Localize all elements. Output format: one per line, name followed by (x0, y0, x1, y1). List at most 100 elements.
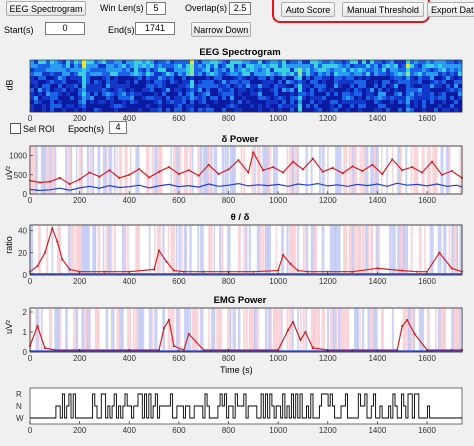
heatmap-cell (434, 108, 439, 113)
heatmap-cell (458, 100, 463, 105)
heatmap-cell (122, 80, 127, 85)
heatmap-cell (62, 76, 67, 81)
stage-band (113, 146, 116, 194)
heatmap-cell (342, 72, 347, 77)
stage-band (281, 225, 284, 275)
y-tick-label: 500 (14, 171, 28, 180)
narrow-down-button[interactable]: Narrow Down (191, 22, 251, 37)
heatmap-cell (250, 108, 255, 113)
heatmap-cell (178, 72, 183, 77)
heatmap-cell (278, 68, 283, 73)
heatmap-cell (342, 80, 347, 85)
start-input[interactable]: 0 (45, 22, 85, 35)
heatmap-cell (362, 84, 367, 89)
heatmap-cell (278, 76, 283, 81)
heatmap-cell (134, 80, 139, 85)
heatmap-cell (394, 64, 399, 69)
stage-band (210, 146, 213, 194)
heatmap-cell (38, 96, 43, 101)
stage-band (38, 225, 41, 275)
heatmap-cell (38, 72, 43, 77)
stage-band (178, 146, 182, 194)
stage-band (370, 146, 374, 194)
heatmap-cell (254, 64, 259, 69)
epoch-input[interactable]: 4 (109, 121, 127, 134)
heatmap-cell (86, 108, 91, 113)
heatmap-cell (446, 76, 451, 81)
heatmap-cell (390, 88, 395, 93)
stage-band (351, 146, 355, 194)
stage-band (138, 225, 140, 275)
heatmap-cell (86, 68, 91, 73)
heatmap-cell (254, 72, 259, 77)
heatmap-cell (378, 92, 383, 97)
heatmap-cell (434, 96, 439, 101)
heatmap-cell (178, 88, 183, 93)
heatmap-cell (182, 92, 187, 97)
heatmap-cell (190, 108, 195, 113)
heatmap-cell (90, 72, 95, 77)
auto-score-button[interactable]: Auto Score (281, 2, 335, 17)
heatmap-cell (130, 76, 135, 81)
heatmap-cell (314, 64, 319, 69)
heatmap-cell (238, 104, 243, 109)
overlap-input[interactable]: 2.5 (229, 2, 251, 15)
heatmap-cell (454, 92, 459, 97)
manual-threshold-button[interactable]: Manual Threshold (342, 2, 424, 17)
spectrogram-plot[interactable]: 0 200 400 600 800 1000 1200 1400 1600 (0, 58, 474, 126)
heatmap-cell (122, 108, 127, 113)
heatmap-cell (394, 104, 399, 109)
heatmap-cell (154, 60, 159, 65)
heatmap-cell (94, 92, 99, 97)
heatmap-cell (82, 92, 87, 97)
heatmap-cell (286, 96, 291, 101)
heatmap-cell (178, 60, 183, 65)
heatmap-cell (374, 72, 379, 77)
stage-band (232, 146, 236, 194)
heatmap-cell (342, 60, 347, 65)
heatmap-cell (238, 88, 243, 93)
heatmap-cell (218, 92, 223, 97)
heatmap-cell (194, 108, 199, 113)
heatmap-cell (126, 108, 131, 113)
heatmap-cell (206, 76, 211, 81)
stage-band (367, 225, 370, 275)
heatmap-cell (202, 104, 207, 109)
heatmap-cell (130, 84, 135, 89)
heatmap-cell (350, 104, 355, 109)
heatmap-cell (402, 68, 407, 73)
heatmap-cell (346, 108, 351, 113)
export-data-button[interactable]: Export Data (427, 2, 474, 17)
heatmap-cell (418, 108, 423, 113)
stage-band (370, 225, 374, 275)
end-input[interactable]: 1741 (135, 22, 175, 35)
heatmap-cell (446, 108, 451, 113)
heatmap-cell (414, 72, 419, 77)
x-tick-label: 800 (222, 196, 236, 205)
heatmap-cell (270, 80, 275, 85)
heatmap-cell (290, 104, 295, 109)
heatmap-cell (442, 88, 447, 93)
heatmap-cell (306, 108, 311, 113)
eeg-spectrogram-button[interactable]: EEG Spectrogram (6, 1, 86, 16)
heatmap-cell (242, 104, 247, 109)
heatmap-cell (382, 100, 387, 105)
stage-band (367, 308, 371, 352)
heatmap-cell (66, 72, 71, 77)
heatmap-cell (426, 84, 431, 89)
heatmap-cell (106, 100, 111, 105)
heatmap-cell (402, 72, 407, 77)
heatmap-cell (390, 60, 395, 65)
heatmap-cell (138, 76, 143, 81)
heatmap-cell (390, 92, 395, 97)
win-len-input[interactable]: 5 (146, 2, 166, 15)
heatmap-cell (210, 108, 215, 113)
heatmap-cell (182, 80, 187, 85)
heatmap-cell (226, 68, 231, 73)
heatmap-cell (326, 108, 331, 113)
sel-roi-checkbox[interactable] (10, 123, 21, 134)
